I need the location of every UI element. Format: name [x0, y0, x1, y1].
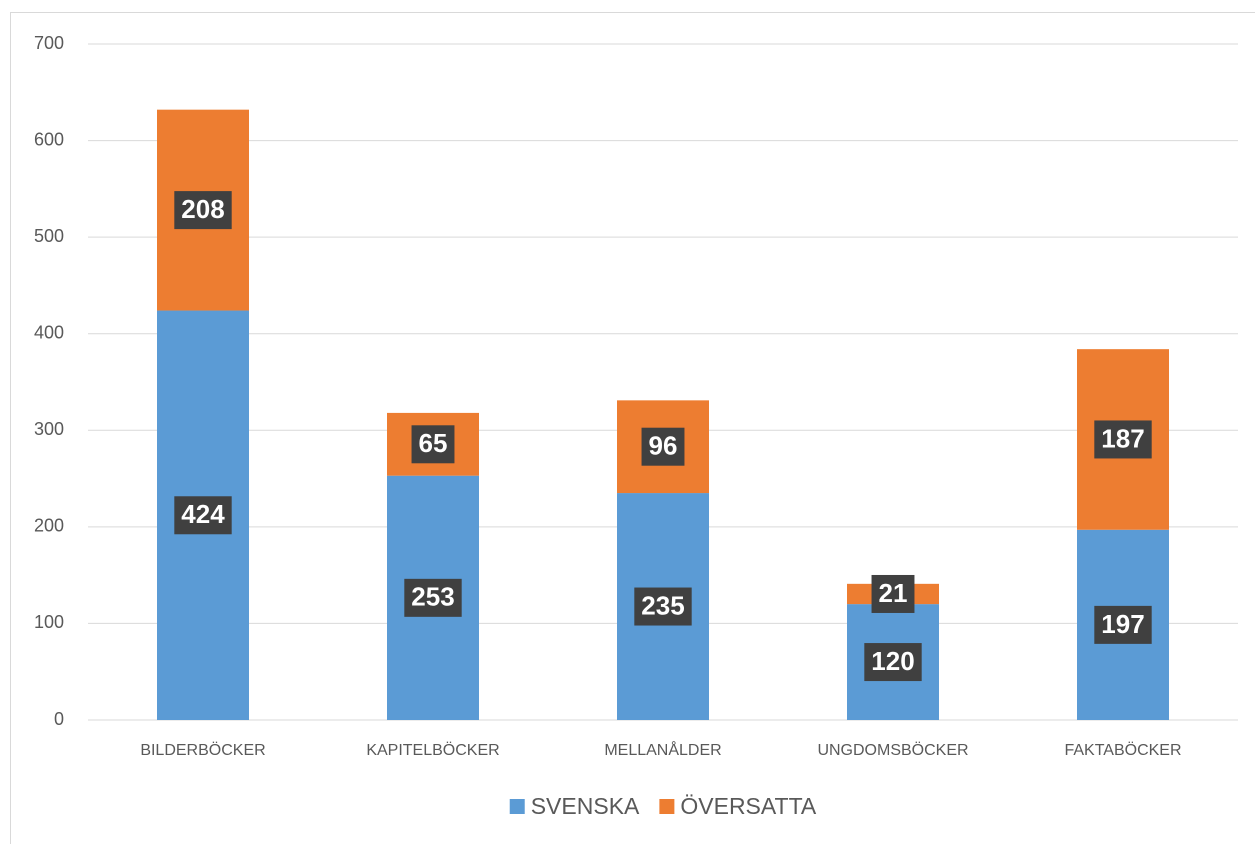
data-label: 96	[649, 431, 678, 461]
x-tick-label: FAKTABÖCKER	[1064, 741, 1181, 759]
data-label: 235	[641, 590, 684, 620]
data-label-box	[411, 425, 455, 464]
data-label-box	[1094, 605, 1152, 644]
y-tick-label: 700	[34, 33, 64, 53]
y-tick-label: 100	[34, 612, 64, 632]
y-tick-label: 200	[34, 516, 64, 536]
legend-swatch	[659, 799, 675, 814]
x-tick-label: KAPITELBÖCKER	[366, 741, 499, 759]
data-label-box	[641, 427, 685, 466]
chart-border	[10, 12, 1255, 844]
y-tick-label: 500	[34, 226, 64, 246]
data-label-box	[634, 587, 692, 626]
data-label: 187	[1101, 423, 1144, 453]
y-tick-label: 300	[34, 419, 64, 439]
x-tick-label: BILDERBÖCKER	[140, 741, 265, 759]
y-tick-label: 0	[54, 709, 64, 729]
x-tick-label: MELLANÅLDER	[604, 740, 721, 759]
data-label: 208	[181, 194, 224, 224]
y-tick-label: 400	[34, 322, 64, 342]
data-label-box	[871, 574, 915, 613]
legend-label: SVENSKA	[531, 793, 640, 819]
legend-label: ÖVERSATTA	[680, 793, 817, 819]
legend-swatch	[509, 799, 525, 814]
data-label-box	[174, 496, 232, 535]
data-label-box	[864, 643, 922, 682]
data-label-box	[404, 578, 462, 617]
x-tick-label: UNGDOMSBÖCKER	[817, 741, 968, 759]
data-label-box	[174, 191, 232, 230]
data-label-box	[1094, 420, 1152, 459]
y-tick-label: 600	[34, 129, 64, 149]
data-label: 197	[1101, 609, 1144, 639]
data-label: 253	[411, 582, 454, 612]
data-label: 120	[871, 646, 914, 676]
data-label: 424	[181, 499, 225, 529]
data-label: 65	[419, 428, 448, 458]
data-label: 21	[879, 578, 908, 608]
